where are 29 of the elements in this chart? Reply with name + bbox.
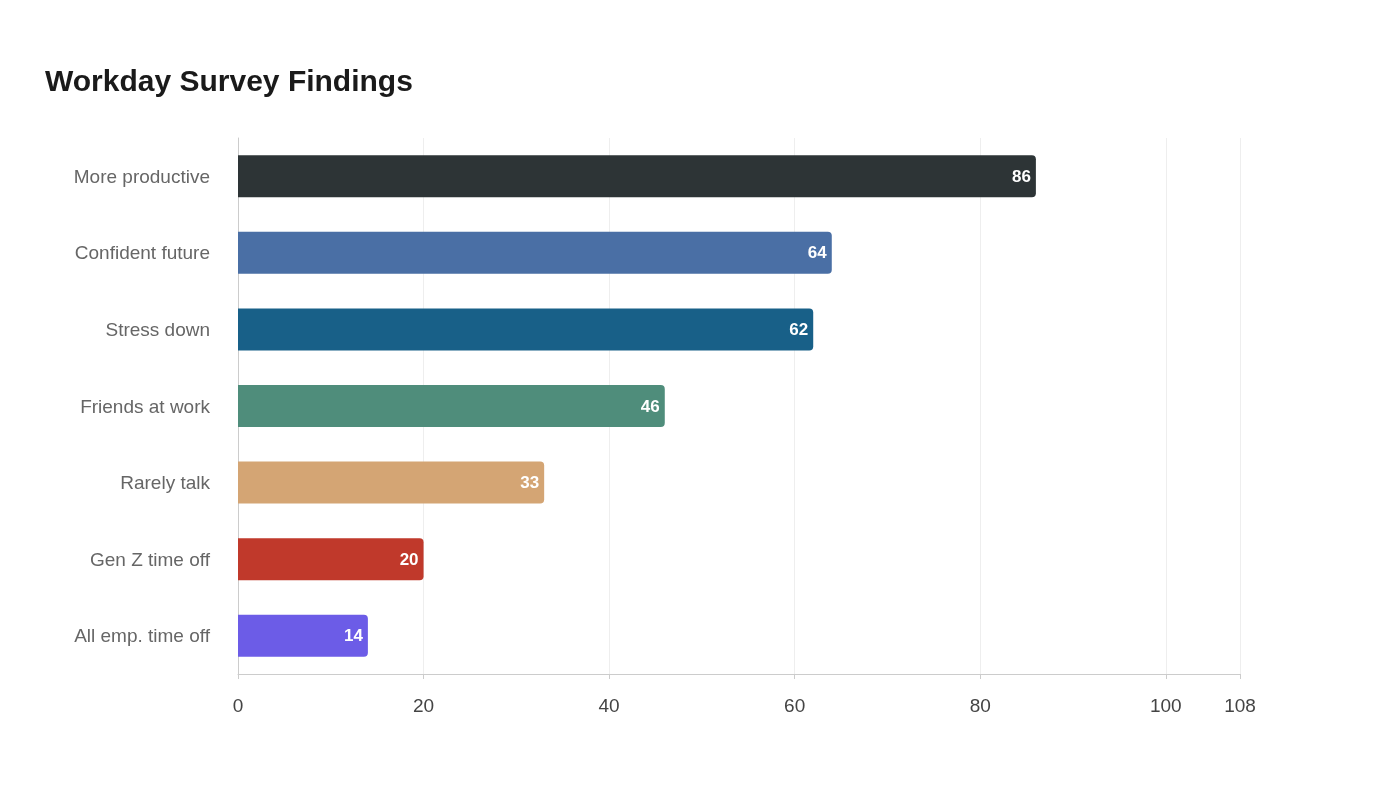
data-label: 14 bbox=[343, 626, 364, 646]
data-label: 33 bbox=[520, 473, 540, 493]
data-label: 64 bbox=[807, 243, 828, 263]
x-tick-label: 108 bbox=[1224, 695, 1256, 716]
bar bbox=[238, 308, 814, 351]
y-tick-label: Friends at work bbox=[80, 395, 211, 417]
y-tick-label: Stress down bbox=[105, 318, 210, 340]
data-label: 46 bbox=[640, 396, 660, 416]
bar bbox=[238, 385, 665, 427]
bar bbox=[238, 538, 424, 581]
chart-title: Workday Survey Findings bbox=[45, 63, 413, 97]
x-tick-label: 0 bbox=[232, 695, 244, 716]
y-tick-label: Rarely talk bbox=[120, 472, 211, 494]
data-label: 86 bbox=[1011, 166, 1031, 186]
x-tick-label: 60 bbox=[784, 695, 806, 716]
y-tick-label: More productive bbox=[73, 165, 210, 187]
y-tick-label: Confident future bbox=[74, 242, 210, 264]
x-tick-label: 40 bbox=[598, 695, 620, 716]
bar bbox=[238, 614, 368, 657]
x-tick-label: 20 bbox=[412, 695, 435, 716]
data-label: 62 bbox=[789, 319, 809, 339]
y-tick-label: Gen Z time off bbox=[89, 548, 211, 570]
y-tick-label: All emp. time off bbox=[74, 625, 211, 647]
bar bbox=[238, 155, 1036, 198]
x-tick-label: 100 bbox=[1149, 695, 1182, 716]
data-label: 20 bbox=[399, 549, 419, 569]
bar bbox=[238, 231, 832, 274]
bar bbox=[238, 461, 545, 504]
x-tick-label: 80 bbox=[969, 695, 991, 716]
